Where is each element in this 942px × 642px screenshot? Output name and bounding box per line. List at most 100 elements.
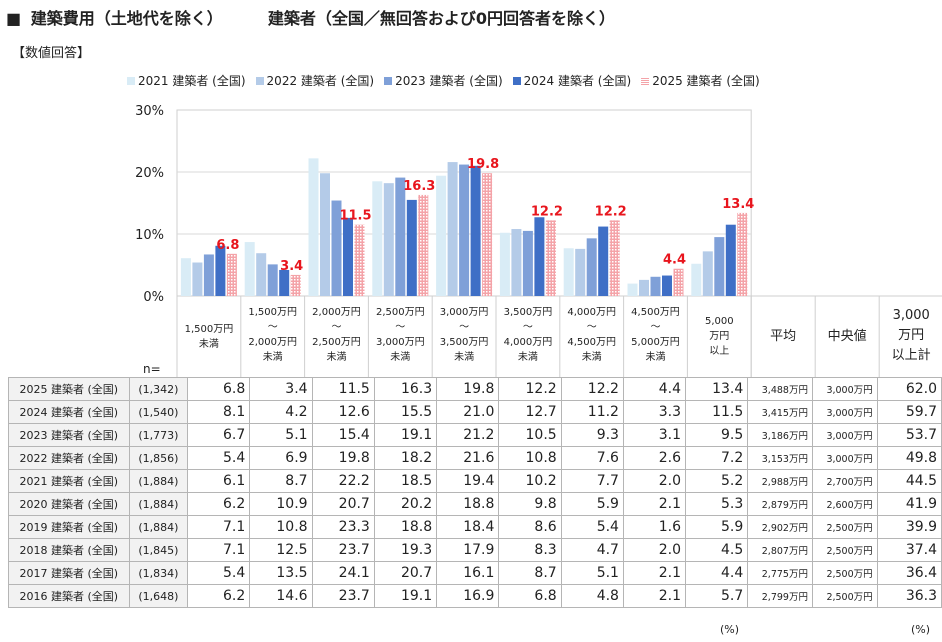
column-header-line: 3,500万円 xyxy=(503,307,553,318)
cell-over-3000: 49.8 xyxy=(876,446,942,470)
legend-item-2024: 2024 建築者 (全国) xyxy=(512,72,632,89)
cell-average: 3,415万円 xyxy=(747,400,813,424)
data-label-2025: 13.4 xyxy=(722,197,754,212)
column-header-line: 3,000 xyxy=(892,308,930,323)
row-n: (1,884) xyxy=(128,492,189,516)
cell-over-3000: 62.0 xyxy=(876,377,942,401)
cell-value: 12.2 xyxy=(560,377,624,401)
bar-chart: 0% 10% 20% 30% 6.8 3.4 11.5 16.3 19.8 12.2 12.2 4.… xyxy=(135,104,942,378)
cell-value: 6.2 xyxy=(187,584,251,608)
bar-2025-cat7 xyxy=(673,268,684,296)
legend-swatch-2021 xyxy=(127,76,135,85)
table-row: 2018 建築者 (全国) (1,845) 7.1 12.5 23.7 19.3 17.9 8… xyxy=(8,538,942,562)
cell-value: 2.0 xyxy=(622,469,686,493)
legend-item-2025: 2025 建築者 (全国) xyxy=(641,72,760,89)
cell-value: 22.2 xyxy=(311,469,375,493)
column-header-line: 未満 xyxy=(581,352,602,363)
column-header: 4,500万円 ～ 5,000万円 未満 xyxy=(624,305,688,365)
cell-value: 5.7 xyxy=(684,584,749,608)
cell-value: 11.5 xyxy=(684,400,749,424)
cell-value: 2.1 xyxy=(622,584,686,608)
bar-2021-cat4 xyxy=(436,175,447,296)
cell-value: 7.1 xyxy=(187,538,251,562)
table-row: 2025 建築者 (全国) (1,342) 6.8 3.4 11.5 16.3 19.8 12… xyxy=(8,377,942,401)
column-header-line: 未満 xyxy=(517,352,538,363)
cell-value: 9.3 xyxy=(560,423,624,447)
unit-note-mid: (%) xyxy=(720,623,740,636)
data-label-2025: 16.3 xyxy=(403,179,435,194)
bar-2023-cat6 xyxy=(586,238,597,296)
bar-2025-cat1 xyxy=(290,274,301,296)
y-tick-label: 20% xyxy=(135,166,164,181)
cell-value: 5.3 xyxy=(684,492,749,516)
cell-value: 20.2 xyxy=(373,492,438,516)
cell-value: 16.3 xyxy=(373,377,438,401)
cell-value: 6.9 xyxy=(249,446,313,470)
cell-value: 4.7 xyxy=(560,538,624,562)
column-header-line: 未満 xyxy=(390,352,411,363)
cell-average: 3,153万円 xyxy=(747,446,813,470)
cell-over-3000: 36.3 xyxy=(876,584,942,608)
cell-value: 4.8 xyxy=(560,584,624,608)
column-header: 1,500万円 未満 xyxy=(177,322,241,352)
legend-label-2022: 2022 建築者 (全国) xyxy=(266,74,375,88)
column-header-line: 2,500万円 xyxy=(375,307,425,318)
bar-2024-cat5 xyxy=(534,217,545,296)
table-row: 2022 建築者 (全国) (1,856) 5.4 6.9 19.8 18.2 21.6 10… xyxy=(8,446,942,470)
bar-2025-cat3 xyxy=(418,194,429,296)
cell-value: 5.4 xyxy=(187,561,251,585)
bar-2021-cat1 xyxy=(244,242,255,296)
row-label: 2020 建築者 (全国) xyxy=(8,492,130,516)
cell-average: 3,488万円 xyxy=(747,377,813,401)
row-label: 2019 建築者 (全国) xyxy=(8,515,130,539)
column-header: 3,000万円 ～ 3,500万円 未満 xyxy=(432,305,496,365)
bar-2023-cat4 xyxy=(459,164,470,296)
bar-2023-cat2 xyxy=(331,200,342,296)
cell-value: 7.1 xyxy=(187,515,251,539)
column-header-line: ～ xyxy=(459,322,470,333)
data-label-2025: 19.8 xyxy=(467,157,499,172)
cell-median: 2,600万円 xyxy=(811,492,878,516)
cell-value: 19.1 xyxy=(373,423,438,447)
cell-value: 10.9 xyxy=(249,492,313,516)
table-row: 2019 建築者 (全国) (1,884) 7.1 10.8 23.3 18.8 18.4 8… xyxy=(8,515,942,539)
legend-item-2023: 2023 建築者 (全国) xyxy=(384,72,503,89)
bar-2024-cat2 xyxy=(343,217,353,296)
bar-2023-cat0 xyxy=(203,254,214,296)
cell-value: 10.2 xyxy=(498,469,562,493)
legend-item-2022: 2022 建築者 (全国) xyxy=(255,72,375,89)
cell-value: 4.4 xyxy=(684,561,749,585)
cell-value: 3.3 xyxy=(622,400,686,424)
cell-value: 6.2 xyxy=(187,492,251,516)
cell-median: 2,700万円 xyxy=(811,469,878,493)
column-header-line: 4,500万円 xyxy=(567,337,617,348)
column-header-line: ～ xyxy=(331,322,342,333)
bar-2025-cat4 xyxy=(482,173,493,296)
cell-value: 16.9 xyxy=(436,584,500,608)
bar-2022-cat3 xyxy=(383,183,394,296)
column-header-line: 未満 xyxy=(454,352,475,363)
cell-value: 18.4 xyxy=(436,515,500,539)
cell-value: 2.0 xyxy=(622,538,686,562)
row-n: (1,856) xyxy=(128,446,189,470)
table-row: 2021 建築者 (全国) (1,884) 6.1 8.7 22.2 18.5 19.4 10… xyxy=(8,469,942,493)
column-header: 平均 xyxy=(770,329,797,344)
cell-over-3000: 41.9 xyxy=(876,492,942,516)
legend-label-2024: 2024 建築者 (全国) xyxy=(523,74,632,88)
column-header-line: 2,500万円 xyxy=(312,337,361,348)
cell-value: 8.1 xyxy=(187,400,251,424)
cell-value: 5.4 xyxy=(560,515,624,539)
cell-value: 14.6 xyxy=(249,584,313,608)
column-header: 3,500万円 ～ 4,000万円 未満 xyxy=(496,305,560,365)
column-header: 2,000万円 ～ 2,500万円 未満 xyxy=(305,305,369,365)
cell-value: 7.6 xyxy=(560,446,624,470)
row-label: 2022 建築者 (全国) xyxy=(8,446,130,470)
cell-average: 2,879万円 xyxy=(747,492,813,516)
cell-median: 2,500万円 xyxy=(811,584,878,608)
cell-value: 19.8 xyxy=(436,377,500,401)
cell-value: 21.6 xyxy=(436,446,500,470)
bar-2024-cat3 xyxy=(406,199,417,296)
cell-value: 1.6 xyxy=(622,515,686,539)
column-header-line: 未満 xyxy=(262,352,283,363)
column-header-line: 3,000万円 xyxy=(375,337,425,348)
